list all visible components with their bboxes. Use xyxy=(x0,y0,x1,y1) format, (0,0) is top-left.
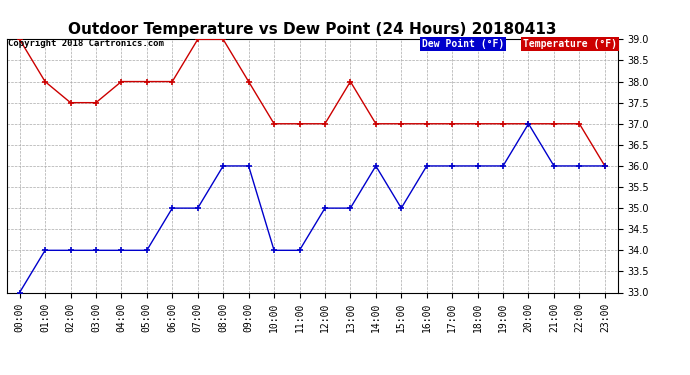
Text: Copyright 2018 Cartronics.com: Copyright 2018 Cartronics.com xyxy=(8,39,164,48)
Text: Dew Point (°F): Dew Point (°F) xyxy=(422,39,504,50)
Text: Temperature (°F): Temperature (°F) xyxy=(523,39,617,50)
Title: Outdoor Temperature vs Dew Point (24 Hours) 20180413: Outdoor Temperature vs Dew Point (24 Hou… xyxy=(68,22,556,37)
